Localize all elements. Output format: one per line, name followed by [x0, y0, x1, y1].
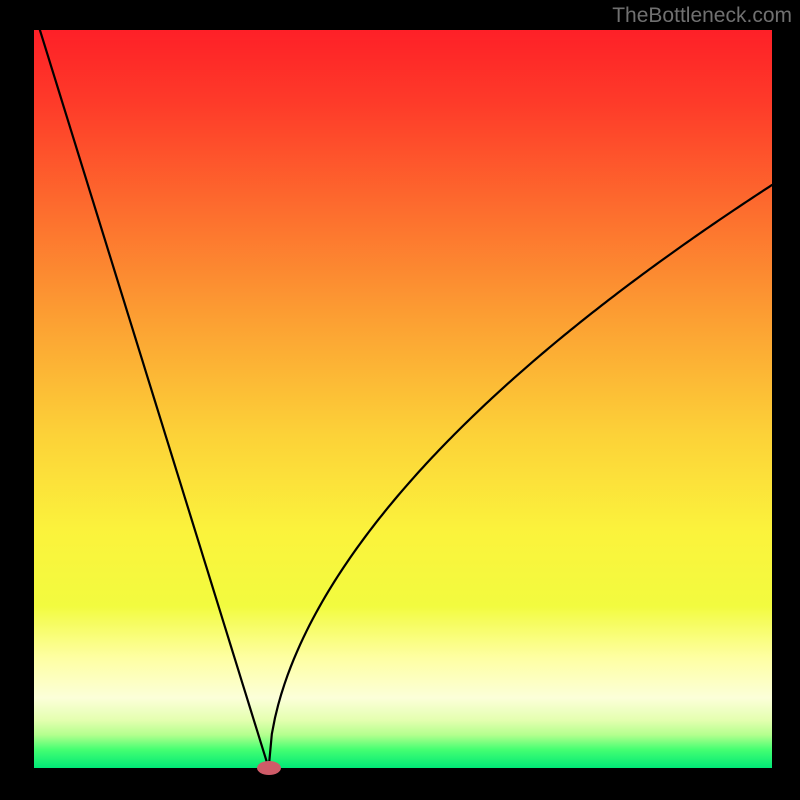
plot-area [34, 30, 772, 768]
chart-canvas: TheBottleneck.com [0, 0, 800, 800]
attribution-text: TheBottleneck.com [612, 4, 792, 28]
bottleneck-curve [34, 30, 772, 768]
optimum-marker [257, 761, 281, 775]
